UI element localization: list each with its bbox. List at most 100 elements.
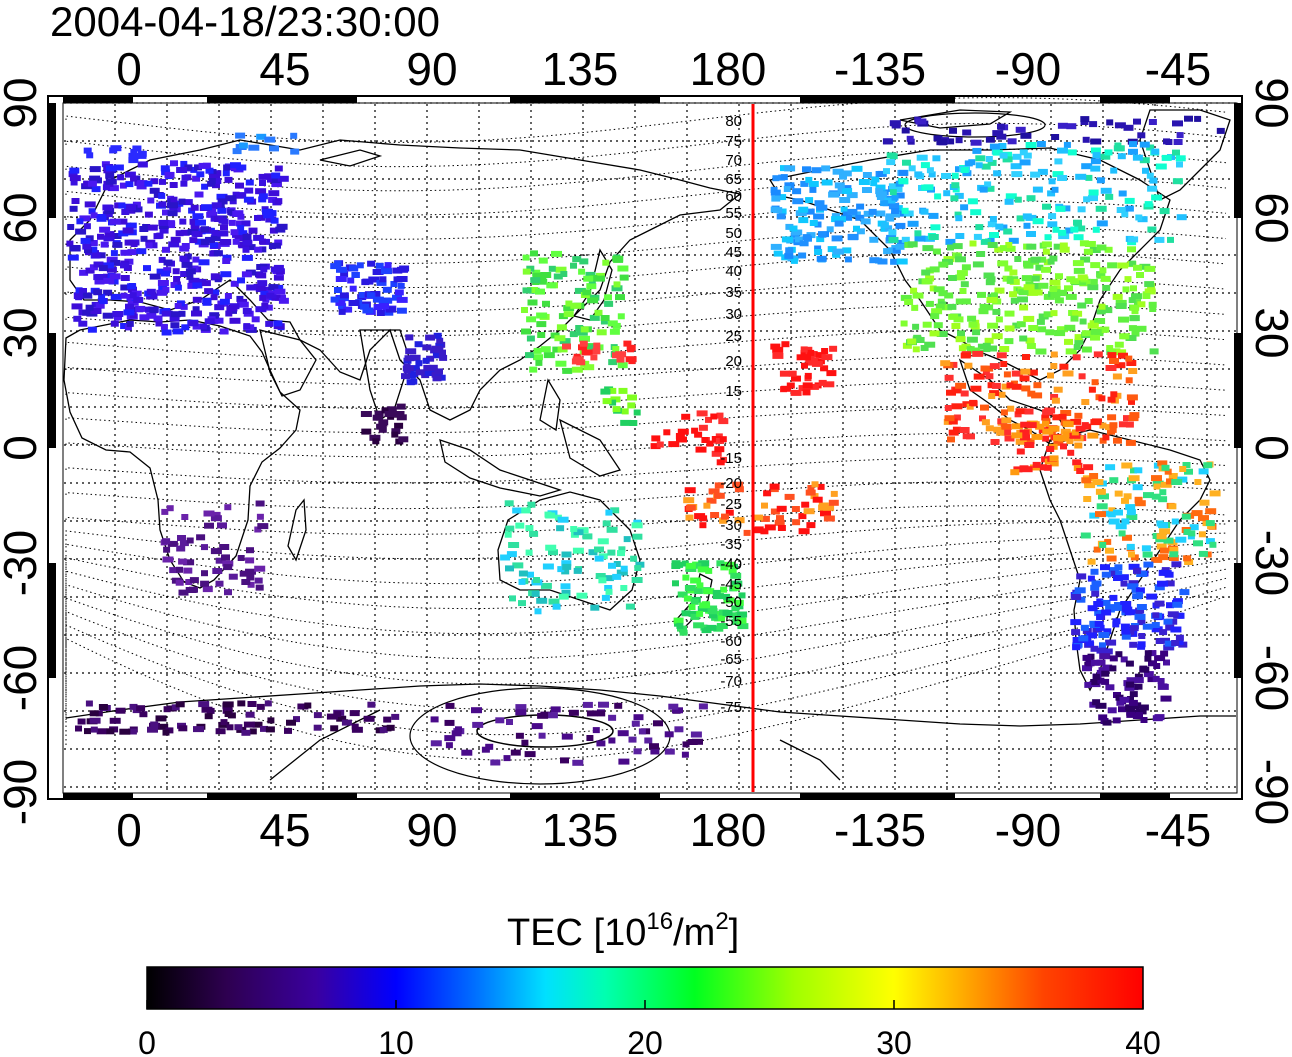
tec-sample <box>189 577 199 584</box>
tec-sample <box>907 241 918 248</box>
tec-sample <box>947 436 955 443</box>
tec-sample <box>823 504 835 511</box>
tec-sample <box>214 304 225 311</box>
tec-sample <box>95 302 105 309</box>
tec-sample <box>604 585 613 591</box>
tec-sample <box>540 272 552 278</box>
tec-sample <box>834 220 844 227</box>
tec-sample <box>1036 318 1045 325</box>
tec-sample <box>356 262 364 269</box>
tec-sample <box>405 348 417 355</box>
tec-sample <box>264 173 276 180</box>
tec-sample <box>1026 231 1036 237</box>
tec-sample <box>714 446 725 453</box>
tec-sample <box>1048 213 1057 220</box>
tec-sample <box>960 167 969 173</box>
tec-sample <box>170 282 178 288</box>
contour-label: 75 <box>725 133 742 150</box>
tec-sample <box>149 187 160 194</box>
tec-sample <box>530 250 538 257</box>
tec-sample <box>180 160 188 167</box>
tec-sample <box>1041 414 1050 421</box>
tec-sample <box>948 313 959 320</box>
tec-sample <box>210 242 218 249</box>
tec-sample <box>1096 244 1107 251</box>
tec-sample <box>1051 397 1060 404</box>
tec-sample <box>1124 197 1135 204</box>
tec-sample <box>987 382 995 389</box>
tec-sample <box>1092 673 1100 680</box>
tec-sample <box>1089 512 1100 519</box>
tec-sample <box>754 526 764 533</box>
tec-sample <box>209 174 220 181</box>
tec-sample <box>219 544 230 550</box>
tec-sample <box>1050 351 1058 358</box>
tec-sample <box>230 162 241 169</box>
tec-sample <box>1031 392 1043 399</box>
tec-sample <box>1105 639 1117 646</box>
tec-sample <box>961 343 971 350</box>
right-lat-label: 30 <box>1246 307 1292 358</box>
tec-sample <box>1125 660 1134 667</box>
tec-sample <box>330 725 339 732</box>
tec-sample <box>805 489 816 496</box>
tec-sample <box>891 194 899 201</box>
tec-sample <box>167 210 178 217</box>
tec-sample <box>1002 429 1012 436</box>
tec-sample <box>837 187 845 194</box>
tec-sample <box>1083 248 1093 255</box>
tec-sample <box>1083 196 1091 203</box>
tec-sample <box>1064 324 1076 331</box>
tec-sample <box>891 211 900 218</box>
tec-sample <box>926 167 934 174</box>
tec-sample <box>1109 422 1118 429</box>
tec-sample <box>230 280 239 287</box>
tec-sample <box>1042 435 1050 442</box>
tec-sample <box>562 563 572 570</box>
tec-sample <box>274 165 283 172</box>
tec-sample <box>1103 628 1112 635</box>
tec-sample <box>989 143 1000 150</box>
tec-sample <box>1003 371 1011 378</box>
tec-sample <box>79 288 87 294</box>
contour-label: 65 <box>725 171 742 188</box>
tec-sample <box>155 715 167 722</box>
tec-sample <box>777 525 786 531</box>
tec-sample <box>125 181 134 188</box>
tec-sample <box>839 197 851 203</box>
tec-sample <box>506 719 513 725</box>
tec-sample <box>358 292 370 298</box>
tec-sample <box>573 567 582 574</box>
tec-sample <box>705 567 713 574</box>
tec-sample <box>1153 483 1161 490</box>
tec-sample <box>164 171 175 178</box>
tec-sample <box>396 307 407 314</box>
tec-sample <box>1132 154 1143 161</box>
tec-sample <box>93 261 104 268</box>
tec-sample <box>1011 432 1023 439</box>
tec-sample <box>1009 291 1018 298</box>
tec-sample <box>542 300 550 307</box>
tec-sample <box>219 328 229 335</box>
tec-sample <box>158 219 170 226</box>
tec-sample <box>1025 214 1037 221</box>
tec-sample <box>901 236 910 243</box>
tec-sample <box>1159 629 1168 636</box>
tec-sample <box>1055 205 1066 212</box>
tec-sample <box>394 422 404 429</box>
tec-sample <box>679 629 688 636</box>
tec-sample <box>649 743 659 750</box>
tec-sample <box>1079 318 1087 325</box>
tec-sample <box>675 433 685 439</box>
tec-sample <box>269 227 278 234</box>
tec-sample <box>242 234 251 240</box>
tec-sample <box>1018 289 1029 296</box>
tec-sample <box>133 206 143 213</box>
tec-sample <box>242 246 250 253</box>
tec-sample <box>664 731 674 738</box>
tec-sample <box>630 555 638 562</box>
contour-label: -60 <box>720 633 742 650</box>
tec-sample <box>609 387 617 394</box>
tec-sample <box>1176 161 1183 168</box>
tec-sample <box>177 535 186 541</box>
